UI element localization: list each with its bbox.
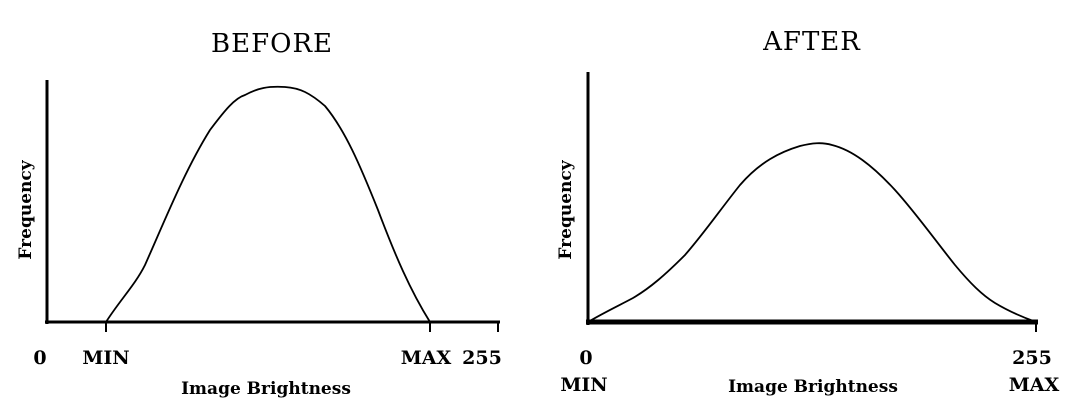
after-tick-255: 255 (1012, 347, 1052, 369)
after-tick-min: MIN (560, 374, 607, 396)
before-distribution-curve (105, 85, 431, 323)
after-tick-0: 0 (579, 347, 592, 369)
after-panel: AFTER Frequency 0 255 MIN MAX Image Brig… (556, 27, 1060, 397)
before-title: BEFORE (211, 29, 333, 59)
before-tick-min: MIN (82, 347, 129, 369)
before-x-label: Image Brightness (181, 379, 351, 399)
after-y-label: Frequency (556, 159, 576, 259)
after-tick-max: MAX (1009, 374, 1060, 396)
after-title: AFTER (762, 27, 861, 57)
after-distribution-curve (587, 142, 1037, 323)
before-tick-255: 255 (462, 347, 502, 369)
before-tick-0: 0 (33, 347, 46, 369)
before-tick-max: MAX (401, 347, 452, 369)
before-y-label: Frequency (16, 159, 36, 259)
after-x-label: Image Brightness (728, 377, 898, 397)
before-panel: BEFORE Frequency 0 MIN MAX 255 Image Bri… (16, 29, 502, 399)
